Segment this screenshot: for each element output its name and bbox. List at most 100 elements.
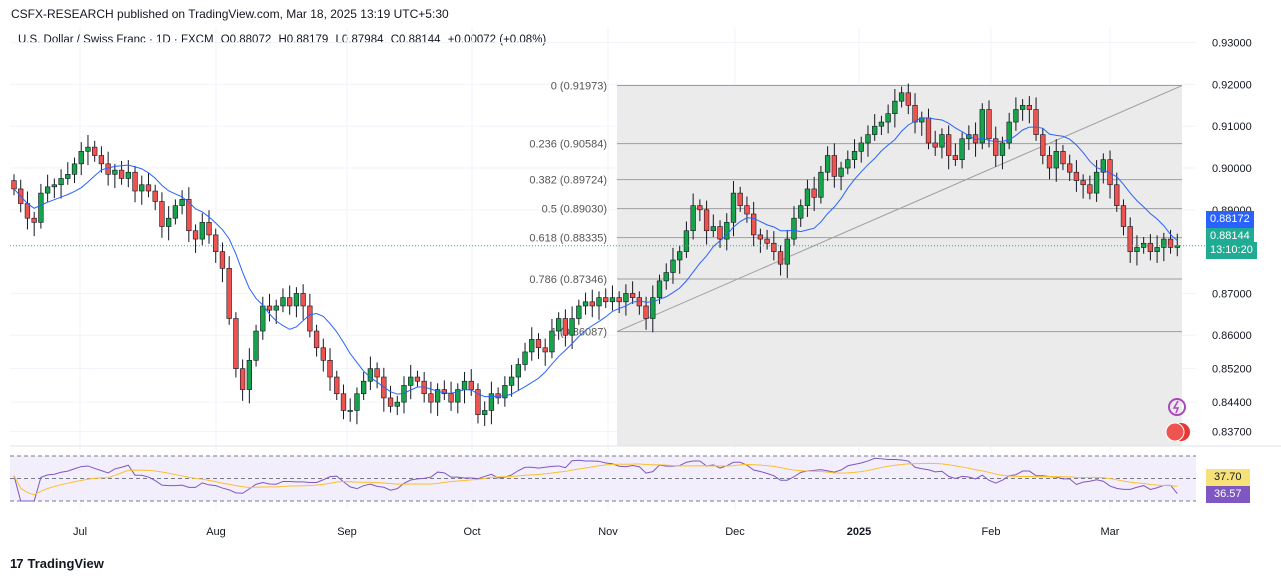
candle-down: [643, 305, 649, 319]
candle-down: [1120, 205, 1127, 227]
candle-up: [858, 142, 864, 152]
candle-down: [31, 217, 37, 223]
candle-up: [78, 151, 84, 165]
candle-up: [690, 205, 696, 232]
time-tick-label: 2025: [847, 526, 871, 538]
candle-down: [542, 347, 548, 353]
candle-up: [482, 410, 488, 415]
candle-up: [260, 305, 266, 332]
candle-down: [603, 297, 609, 303]
candle-down: [1033, 109, 1039, 135]
ma-price-badge: 0.88172: [1206, 211, 1254, 228]
candle-up: [730, 192, 737, 223]
candle-down: [327, 360, 333, 378]
candle-up: [683, 230, 690, 252]
candle-down: [226, 268, 232, 319]
candle-down: [1060, 151, 1066, 165]
tradingview-logo[interactable]: 17 TradingView: [10, 556, 104, 571]
candle-down: [1026, 105, 1032, 110]
candle-down: [206, 222, 212, 236]
candle-up: [851, 151, 858, 160]
candle-up: [199, 222, 205, 240]
countdown-badge: 13:10:20: [1206, 242, 1257, 259]
candle-down: [145, 184, 152, 192]
candle-down: [387, 397, 394, 407]
fib-retracement-zone[interactable]: [617, 85, 1182, 447]
candle-up: [999, 142, 1006, 156]
candle-down: [186, 199, 192, 232]
candle-up: [65, 174, 71, 179]
candle-down: [266, 305, 273, 311]
candle-up: [677, 251, 683, 261]
candle-up: [515, 364, 521, 378]
candle-up: [1013, 109, 1019, 123]
candle-up: [656, 280, 663, 298]
candle-up: [824, 155, 831, 173]
candle-down: [925, 117, 932, 144]
candle-down: [697, 205, 703, 211]
candle-up: [804, 188, 811, 206]
candle-up: [845, 159, 851, 169]
candle-down: [1087, 184, 1093, 194]
candle-down: [737, 192, 743, 206]
candle-down: [1080, 180, 1086, 186]
candle-up: [710, 226, 716, 232]
candle-up: [1154, 247, 1160, 252]
price-tick-label: 0.87000: [1212, 288, 1252, 300]
price-axis: 0.930000.920000.910000.900000.890000.870…: [1212, 38, 1252, 439]
candle-down: [287, 297, 293, 307]
candle-down: [811, 188, 817, 198]
candle-up: [38, 192, 44, 223]
candle-down: [562, 318, 569, 336]
candles: [11, 83, 1180, 426]
candle-up: [1006, 121, 1012, 144]
candle-down: [777, 251, 784, 265]
candle-up: [44, 186, 51, 194]
candle-up: [125, 171, 131, 179]
fib-level-label: 0.382 (0.89724): [529, 175, 607, 187]
candle-down: [589, 301, 595, 307]
candle-down: [831, 155, 837, 177]
time-tick-label: Aug: [206, 526, 226, 538]
trend-line[interactable]: [616, 85, 1183, 333]
candle-up: [878, 121, 885, 127]
candle-down: [912, 105, 918, 123]
price-tick-label: 0.83700: [1212, 426, 1252, 438]
candle-down: [757, 234, 764, 240]
lightning-bolt-icon: [1172, 400, 1180, 414]
candle-up: [367, 368, 374, 382]
candle-up: [179, 199, 185, 206]
candle-down: [468, 380, 474, 390]
fib-level-label: 0.236 (0.90584): [529, 139, 607, 151]
time-tick-label: Feb: [982, 526, 1001, 538]
time-tick-label: Sep: [337, 526, 357, 538]
candle-up: [939, 134, 945, 148]
time-tick-label: Jul: [73, 526, 87, 538]
candle-down: [952, 155, 959, 160]
lightning-icon: [1168, 398, 1186, 416]
fib-level-label: 0 (0.91973): [551, 81, 607, 93]
candle-up: [51, 184, 57, 188]
candle-up: [898, 92, 905, 102]
candle-down: [159, 201, 165, 227]
candle-up: [1019, 105, 1026, 110]
candle-up: [394, 401, 400, 407]
candle-up: [455, 389, 461, 403]
moving-average-line: [13, 117, 1178, 398]
candle-down: [105, 163, 111, 175]
candle-up: [784, 238, 790, 265]
price-tick-label: 0.92000: [1212, 79, 1252, 91]
tradingview-icon: 17: [10, 556, 24, 571]
rsi-value-badge: 36.57: [1206, 486, 1250, 503]
candle-up: [354, 393, 360, 411]
candle-down: [616, 297, 622, 303]
candle-up: [596, 297, 602, 307]
time-tick-label: Dec: [725, 526, 745, 538]
candle-up: [549, 330, 555, 353]
rsi-ma-line: [13, 462, 1178, 496]
candle-down: [132, 171, 138, 192]
candle-up: [280, 297, 286, 307]
candle-up: [522, 351, 528, 365]
candle-down: [11, 180, 17, 190]
